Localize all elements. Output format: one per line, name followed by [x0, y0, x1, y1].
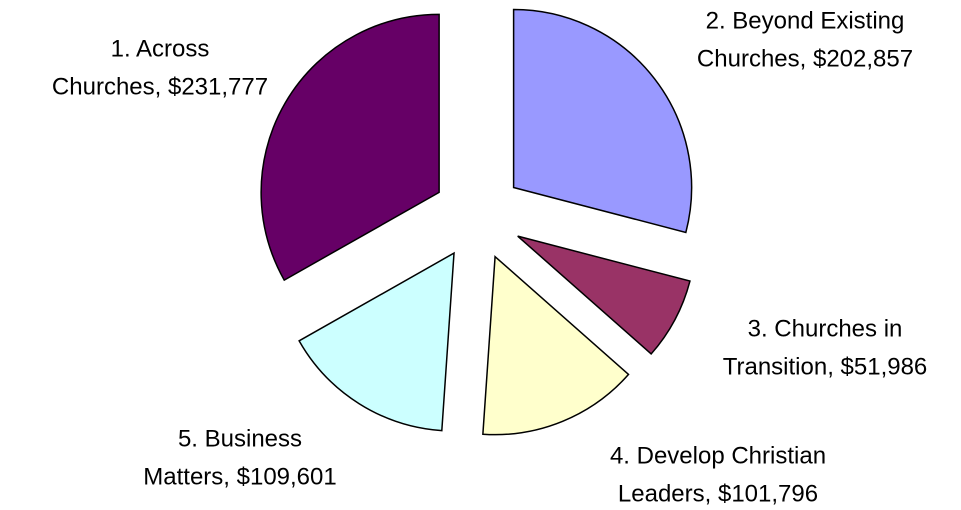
slice-label: 1. Across Churches, $231,777	[52, 35, 268, 100]
pie-slice	[517, 235, 691, 355]
label-line: Churches, $231,777	[52, 73, 268, 100]
label-line: Matters, $109,601	[143, 463, 336, 490]
slice-label: 4. Develop Christian Leaders, $101,796	[610, 442, 826, 507]
pie-slice	[482, 255, 630, 436]
label-line: 5. Business	[178, 425, 302, 452]
pie-slice	[298, 251, 455, 432]
label-line: 1. Across	[111, 35, 210, 62]
label-line: Churches, $202,857	[697, 45, 913, 72]
label-line: 4. Develop Christian	[610, 442, 826, 469]
label-line: 3. Churches in	[748, 315, 903, 342]
pie-slice	[260, 13, 440, 282]
label-line: Transition, $51,986	[723, 353, 928, 380]
slice-label: 3. Churches in Transition, $51,986	[723, 315, 928, 380]
slice-label: 5. Business Matters, $109,601	[143, 425, 336, 490]
label-line: Leaders, $101,796	[618, 480, 818, 507]
label-line: 2. Beyond Existing	[706, 7, 905, 34]
slice-label: 2. Beyond Existing Churches, $202,857	[697, 7, 913, 72]
pie-slice	[512, 8, 693, 234]
